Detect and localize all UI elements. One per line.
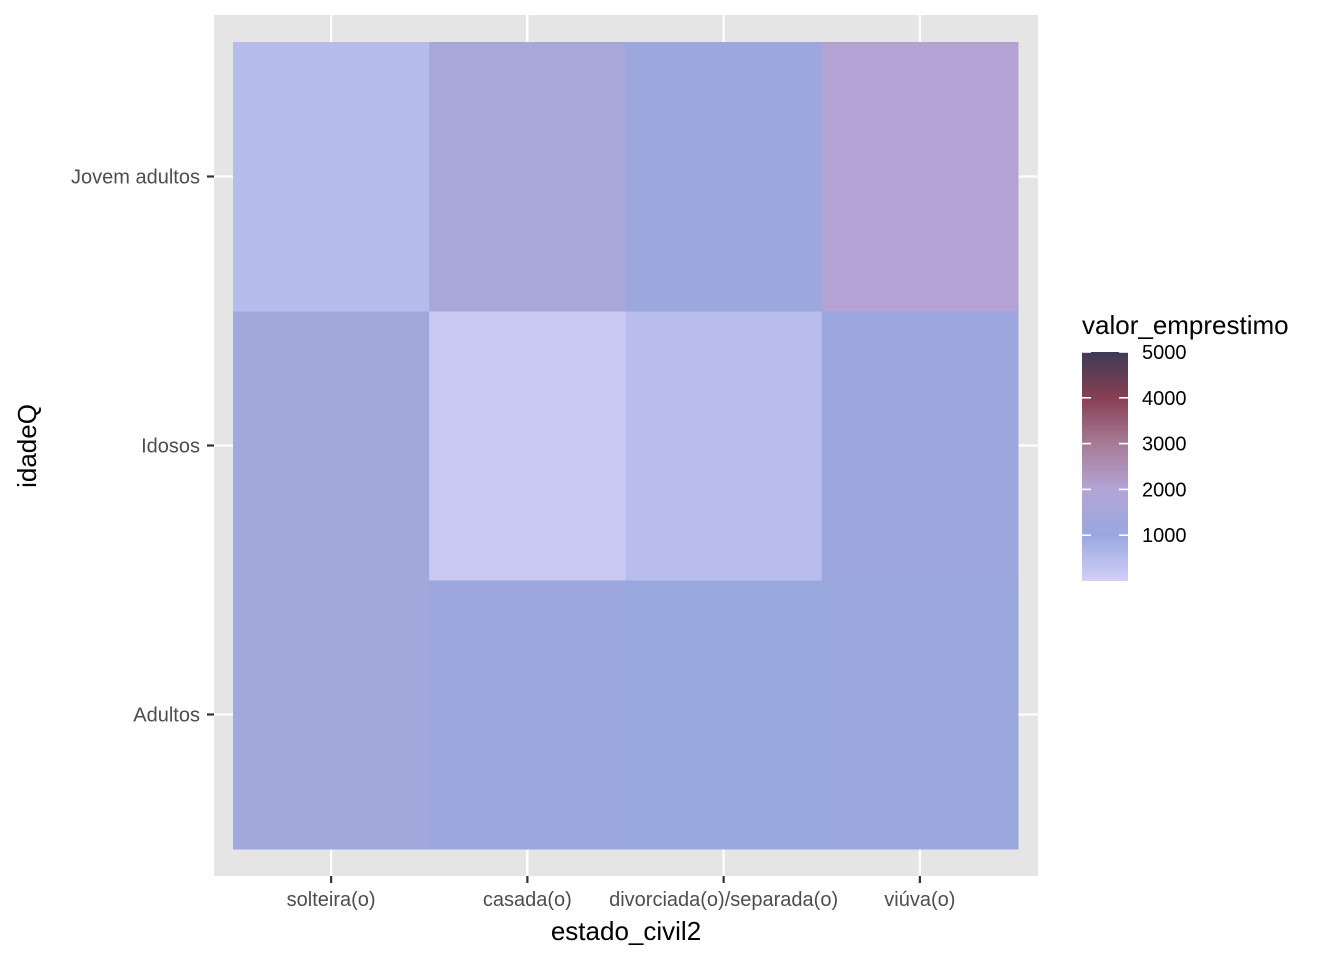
y-axis-title: idadeQ (12, 404, 42, 488)
heatmap-cell (429, 42, 626, 312)
heatmap-cell (625, 42, 823, 312)
heatmap-cell (625, 311, 823, 581)
legend-label: 3000 (1142, 434, 1187, 456)
legend-label: 2000 (1142, 479, 1187, 501)
x-tick-label: casada(o) (483, 889, 572, 911)
y-tick-label: Jovem adultos (71, 167, 200, 189)
heatmap-cell (821, 311, 1019, 581)
x-axis-title: estado_civil2 (551, 916, 701, 946)
heatmap-cell (821, 580, 1019, 850)
x-tick-label: viúva(o) (884, 889, 955, 911)
x-tick-label: solteira(o) (287, 889, 376, 911)
legend-title: valor_emprestimo (1082, 310, 1289, 340)
heatmap-cell (429, 311, 626, 581)
heatmap-cell (625, 580, 823, 850)
heatmap-cell (233, 580, 430, 850)
x-tick-label: divorciada(o)/separada(o) (609, 889, 838, 911)
x-axis: solteira(o) casada(o) divorciada(o)/separa… (287, 876, 955, 911)
heatmap-cells (233, 42, 1019, 850)
legend-label: 5000 (1142, 342, 1187, 364)
legend-colorbar (1082, 352, 1128, 581)
y-tick-label: Adultos (133, 705, 200, 727)
legend-ticks: 1000 2000 3000 4000 5000 (1082, 342, 1187, 547)
heatmap-cell (233, 42, 430, 312)
legend-label: 4000 (1142, 388, 1187, 410)
legend-label: 1000 (1142, 525, 1187, 547)
heatmap-cell (233, 311, 430, 581)
y-tick-label: Idosos (141, 436, 200, 458)
heatmap-cell (429, 580, 626, 850)
heatmap-cell (821, 42, 1019, 312)
y-axis: Adultos Idosos Jovem adultos (71, 167, 214, 727)
legend: valor_emprestimo 1000 2000 3000 4000 5000 (1082, 310, 1289, 581)
